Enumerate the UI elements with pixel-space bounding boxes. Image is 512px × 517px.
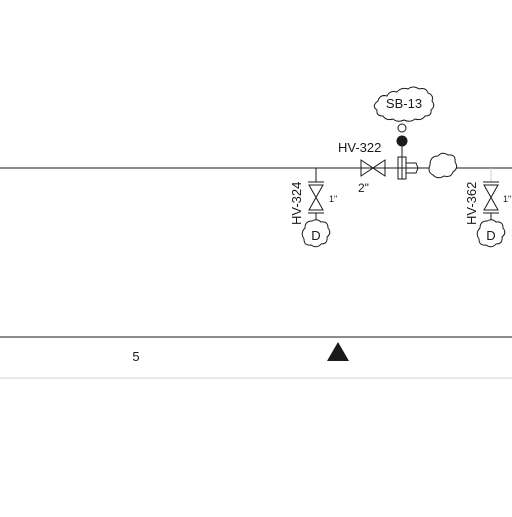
- hv-322-gate-valve-icon: [360, 159, 386, 177]
- stub-connector-icon: [406, 162, 419, 174]
- north-marker-triangle-icon: [327, 342, 349, 361]
- zone-number-label: 5: [132, 349, 139, 364]
- hv-324-valve-icon: [308, 184, 324, 211]
- hv-324-drain-group[interactable]: 1" HV-324 D: [289, 168, 337, 248]
- hv-324-label: HV-324: [289, 182, 304, 225]
- instrument-tap-icon: [396, 135, 408, 147]
- sb-13-cloud-icon: [373, 86, 435, 122]
- hv-322-label: HV-322: [338, 140, 381, 155]
- hv-322-valve-group[interactable]: SB-13 HV-322 2": [338, 86, 435, 195]
- drain-cloud-right-icon: [476, 219, 506, 248]
- hv-362-valve-icon: [483, 184, 499, 211]
- hv-324-size-mark: 1": [329, 194, 337, 204]
- sb-13-label: SB-13: [386, 96, 422, 111]
- hv-362-label: HV-362: [464, 182, 479, 225]
- connector-circle-icon: [397, 123, 407, 133]
- drain-left-label: D: [311, 228, 320, 243]
- line-cloud-icon: [428, 152, 458, 179]
- drain-right-label: D: [486, 228, 495, 243]
- hv-322-size-label: 2": [358, 181, 369, 195]
- hv-362-size-mark: 1": [503, 194, 511, 204]
- drain-cloud-left-icon: [301, 219, 331, 248]
- hv-362-drain-group[interactable]: 1" HV-362 D: [464, 168, 511, 248]
